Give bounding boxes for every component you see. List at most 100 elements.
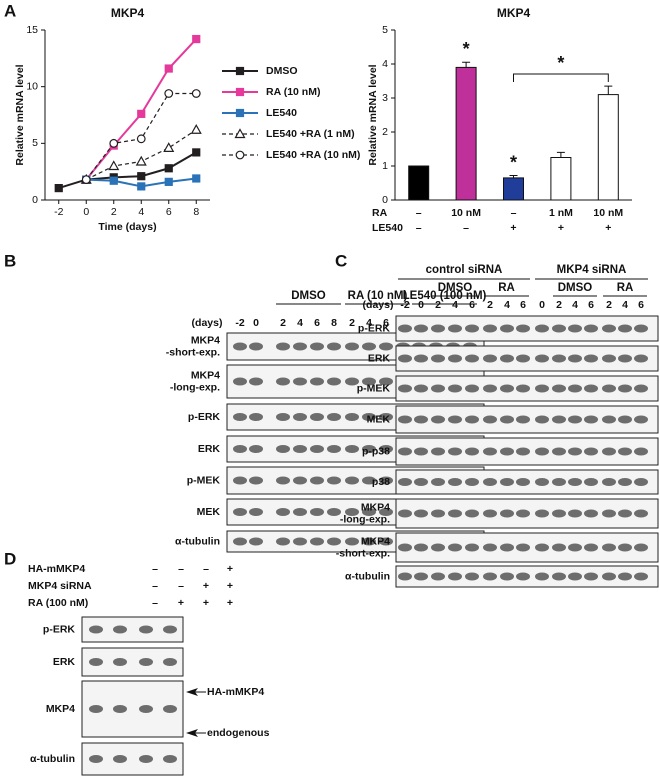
band xyxy=(568,324,582,333)
group-label: RA (10 nM) xyxy=(348,290,408,302)
band xyxy=(552,509,566,518)
band xyxy=(584,324,598,333)
error-bar xyxy=(604,85,613,95)
band xyxy=(431,415,445,424)
band xyxy=(552,478,566,486)
band xyxy=(602,543,616,552)
treatment-label: 10 nM xyxy=(451,207,481,219)
row-label: α-tubulin xyxy=(345,570,390,582)
band xyxy=(345,377,359,386)
band xyxy=(163,625,177,634)
lane-label: 4 xyxy=(297,317,303,329)
band xyxy=(327,508,341,516)
marker xyxy=(164,164,173,173)
band xyxy=(535,384,549,393)
treatment-label: 10 nM xyxy=(593,207,623,219)
marker xyxy=(81,175,91,185)
band xyxy=(584,509,598,518)
band xyxy=(233,445,247,453)
y-tick-label: 1 xyxy=(382,160,388,172)
band xyxy=(113,755,127,763)
panel-label: D xyxy=(4,549,16,568)
y-tick-label: 0 xyxy=(32,194,38,206)
treatment-sign: + xyxy=(203,580,209,592)
band xyxy=(431,447,445,456)
band xyxy=(584,415,598,424)
band xyxy=(379,413,393,421)
treatment-name: LE540 xyxy=(372,222,403,234)
band xyxy=(448,543,462,552)
band xyxy=(89,705,103,713)
band xyxy=(293,476,307,485)
band xyxy=(552,415,566,424)
marker xyxy=(164,64,173,73)
band xyxy=(398,354,412,363)
marker xyxy=(137,109,146,118)
band xyxy=(293,537,307,546)
band xyxy=(398,324,412,333)
marker xyxy=(54,184,63,193)
band xyxy=(362,508,376,516)
row-label: ERK xyxy=(198,443,221,455)
treatment-sign: – xyxy=(178,580,184,592)
band xyxy=(483,415,497,424)
band xyxy=(634,354,648,363)
treatment-label: – xyxy=(463,222,469,234)
band xyxy=(233,508,247,516)
arrow xyxy=(186,729,198,737)
band xyxy=(568,384,582,393)
band xyxy=(293,508,307,516)
band xyxy=(414,572,428,581)
band xyxy=(634,415,648,424)
subgroup-label: RA xyxy=(498,282,515,294)
group-label: control siRNA xyxy=(426,264,503,276)
band xyxy=(535,354,549,363)
band xyxy=(584,572,598,581)
band xyxy=(345,508,359,516)
band xyxy=(448,509,462,518)
band xyxy=(483,509,497,518)
band xyxy=(500,478,514,486)
band xyxy=(89,755,103,763)
band xyxy=(448,324,462,333)
band xyxy=(398,478,412,486)
band xyxy=(431,354,445,363)
band xyxy=(89,625,103,634)
band xyxy=(483,478,497,486)
lane-label: 0 xyxy=(539,299,545,311)
band xyxy=(163,755,177,763)
row-label: -long-exp. xyxy=(170,381,220,393)
row-label: -short-exp. xyxy=(336,547,390,559)
band xyxy=(414,478,428,486)
band xyxy=(233,537,247,546)
band xyxy=(500,354,514,363)
lane-label: 4 xyxy=(452,299,458,311)
band xyxy=(483,447,497,456)
band xyxy=(552,543,566,552)
band xyxy=(249,445,263,453)
band xyxy=(465,447,479,456)
band xyxy=(345,537,359,546)
subgroup-label: RA xyxy=(617,282,634,294)
panel-label: C xyxy=(335,251,347,270)
y-tick-label: 15 xyxy=(26,24,38,36)
y-tick-label: 3 xyxy=(382,92,388,104)
band xyxy=(310,537,324,546)
band xyxy=(568,478,582,486)
row-label: p-MEK xyxy=(357,382,391,394)
marker xyxy=(109,176,118,185)
lane-label: 4 xyxy=(366,317,372,329)
band xyxy=(568,415,582,424)
marker xyxy=(137,182,146,191)
band xyxy=(602,324,616,333)
bar xyxy=(408,165,430,201)
band xyxy=(568,509,582,518)
band xyxy=(516,447,530,456)
band xyxy=(249,476,263,485)
error-bar xyxy=(462,61,471,68)
band xyxy=(448,354,462,363)
band xyxy=(276,445,290,453)
band xyxy=(249,342,263,351)
band xyxy=(362,377,376,386)
row-label: -long-exp. xyxy=(340,513,390,525)
